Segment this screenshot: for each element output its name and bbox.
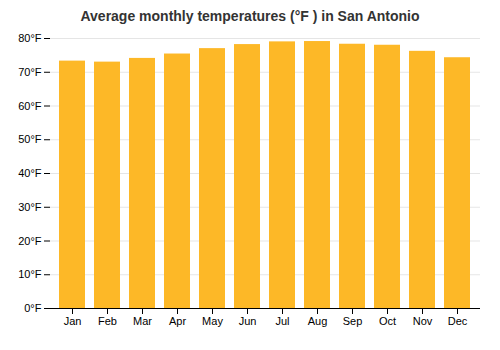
svg-text:80°F: 80°F [18,32,42,44]
svg-text:20°F: 20°F [18,235,42,247]
svg-text:Sep: Sep [343,315,363,327]
svg-text:Jun: Jun [239,315,257,327]
svg-text:Mar: Mar [133,315,152,327]
svg-text:Jan: Jan [64,315,82,327]
svg-text:50°F: 50°F [18,133,42,145]
svg-text:Aug: Aug [308,315,328,327]
svg-text:Jul: Jul [275,315,289,327]
svg-text:Dec: Dec [448,315,468,327]
svg-text:Nov: Nov [413,315,433,327]
svg-text:70°F: 70°F [18,66,42,78]
html-text:Average monthly temperatures (: Average monthly temperatures (°F ) in Sa… [80,8,420,24]
svg-text:Apr: Apr [169,315,186,327]
svg-text:Oct: Oct [379,315,396,327]
svg-text:60°F: 60°F [18,100,42,112]
svg-text:Feb: Feb [98,315,117,327]
svg-text:0°F: 0°F [24,302,42,314]
svg-text:30°F: 30°F [18,201,42,213]
svg-text:10°F: 10°F [18,268,42,280]
svg-text:40°F: 40°F [18,167,42,179]
svg-text:May: May [202,315,223,327]
